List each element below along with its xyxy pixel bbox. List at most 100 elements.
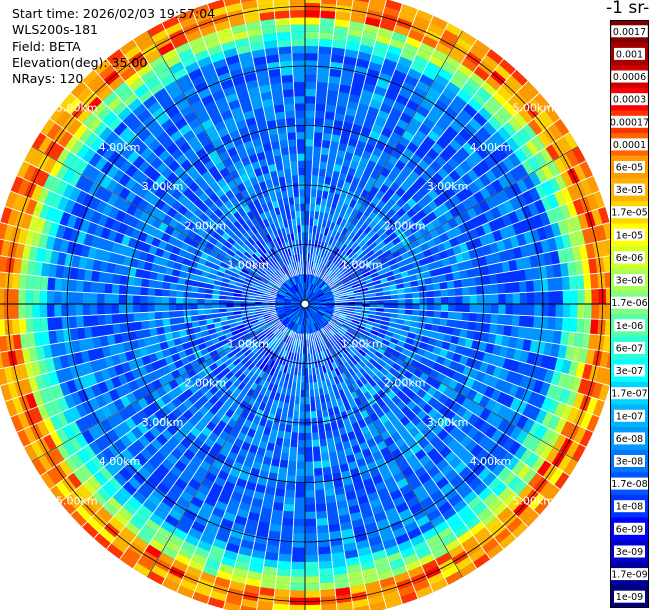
ppi-cell: [55, 480, 72, 498]
ppi-cell: [469, 72, 486, 87]
ppi-cell: [345, 315, 354, 320]
ppi-cell: [225, 54, 241, 66]
ppi-cell: [7, 208, 19, 227]
ppi-cell: [156, 68, 173, 82]
ppi-cell: [398, 10, 416, 23]
ppi-cell: [448, 493, 463, 507]
ppi-cell: [341, 276, 349, 283]
ppi-cell: [12, 258, 22, 275]
ppi-cell: [598, 383, 610, 402]
ppi-cell: [426, 447, 440, 460]
ppi-cell: [528, 186, 541, 202]
ppi-cell: [281, 154, 291, 163]
ppi-cell: [132, 57, 149, 73]
ppi-cell: [277, 560, 292, 569]
ppi-cell: [345, 342, 353, 350]
ppi-cell: [443, 265, 453, 275]
ppi-cell: [110, 375, 122, 389]
ppi-cell: [305, 418, 312, 426]
ppi-cell: [229, 354, 239, 363]
ppi-cell: [165, 54, 182, 69]
ppi-cell: [295, 292, 301, 299]
ppi-cell: [130, 413, 143, 427]
ppi-cell: [435, 136, 449, 150]
ppi-cell: [356, 327, 364, 334]
ppi-cell: [50, 143, 65, 161]
range-ring-label: 5.00km: [512, 102, 554, 115]
ppi-cell: [358, 501, 372, 512]
ppi-cell: [419, 304, 427, 311]
ppi-cell: [279, 183, 288, 192]
ppi-cell: [234, 37, 250, 48]
ppi-cell: [376, 398, 387, 409]
ppi-cell: [465, 515, 481, 531]
ppi-cell: [346, 35, 362, 45]
ppi-cell: [316, 417, 325, 426]
ppi-cell: [475, 225, 486, 238]
ppi-cell: [533, 240, 544, 255]
ppi-cell: [582, 318, 592, 334]
ppi-cell: [345, 270, 354, 277]
ppi-cell: [355, 379, 364, 389]
ppi-cell: [338, 339, 346, 347]
ppi-cell: [384, 544, 401, 557]
ppi-cell: [288, 329, 294, 337]
ppi-cell: [168, 160, 181, 173]
ppi-cell: [276, 430, 285, 439]
ppi-cell: [308, 275, 311, 283]
ppi-cell: [336, 331, 344, 338]
ppi-cell: [557, 372, 569, 389]
ppi-cell: [254, 144, 265, 155]
ppi-cell: [317, 309, 325, 314]
ppi-cell: [337, 366, 345, 375]
ppi-cell: [354, 362, 363, 371]
ppi-cell: [545, 143, 560, 161]
ppi-cell: [193, 490, 208, 502]
ppi-cell: [487, 476, 503, 492]
ppi-cell: [356, 163, 367, 174]
ppi-cell: [373, 511, 388, 523]
ppi-cell: [340, 337, 348, 345]
ppi-cell: [254, 231, 263, 241]
ppi-cell: [104, 355, 115, 369]
ppi-cell: [154, 296, 162, 304]
ppi-cell: [529, 254, 539, 269]
ppi-cell: [279, 364, 286, 373]
ppi-cell: [502, 156, 516, 172]
ppi-cell: [258, 229, 266, 238]
ppi-cell: [150, 29, 169, 44]
ppi-cell: [390, 304, 399, 309]
ppi-cell: [565, 440, 580, 459]
ppi-cell: [191, 320, 200, 328]
ppi-cell: [439, 232, 450, 243]
colorbar-label: 0.001: [616, 49, 643, 60]
ppi-cell: [246, 210, 255, 220]
ppi-cell: [274, 282, 282, 289]
ppi-cell: [125, 304, 134, 314]
ppi-cell: [224, 332, 233, 339]
ppi-cell: [0, 368, 8, 386]
ppi-cell: [242, 264, 251, 272]
ppi-cell: [455, 556, 473, 571]
ppi-cell: [515, 257, 525, 271]
ppi-cell: [602, 335, 610, 353]
ppi-cell: [180, 264, 190, 273]
ppi-cell: [477, 106, 493, 122]
ppi-cell: [194, 10, 212, 23]
ppi-cell: [374, 350, 384, 359]
ppi-cell: [410, 443, 423, 455]
ppi-cell: [328, 530, 342, 540]
ppi-cell: [275, 437, 284, 446]
ppi-cell: [191, 43, 208, 56]
ppi-cell: [276, 330, 283, 338]
colorbar-label-bg: [614, 319, 645, 332]
ppi-cell: [445, 272, 454, 282]
ppi-cell: [150, 564, 169, 579]
ppi-cell: [214, 20, 231, 32]
ppi-cell: [76, 327, 86, 340]
ppi-cell: [97, 486, 113, 502]
ppi-cell: [264, 486, 276, 496]
ppi-cell: [208, 236, 219, 246]
ppi-cell: [176, 585, 195, 599]
colorbar-label-bg: [611, 115, 648, 128]
